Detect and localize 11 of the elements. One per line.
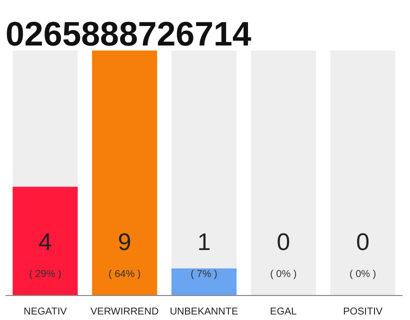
data-label: 4 ( 29% )	[29, 229, 62, 280]
data-label: 1 ( 7% )	[190, 229, 218, 280]
x-tick-label: NEGATIV	[24, 306, 68, 318]
data-label: 9 ( 64% )	[108, 229, 141, 280]
chart-title: 0265888726714	[6, 16, 252, 54]
annotation: 0 ( 0% )	[349, 229, 376, 280]
x-tick-label: EGAL	[270, 306, 298, 318]
x-tick-label: POSITIV	[343, 306, 383, 318]
x-tick-label: UNBEKANNTE	[170, 306, 238, 318]
annotation: 0 ( 0% )	[270, 229, 297, 280]
x-tick-label: VERWIRREND	[90, 306, 159, 318]
